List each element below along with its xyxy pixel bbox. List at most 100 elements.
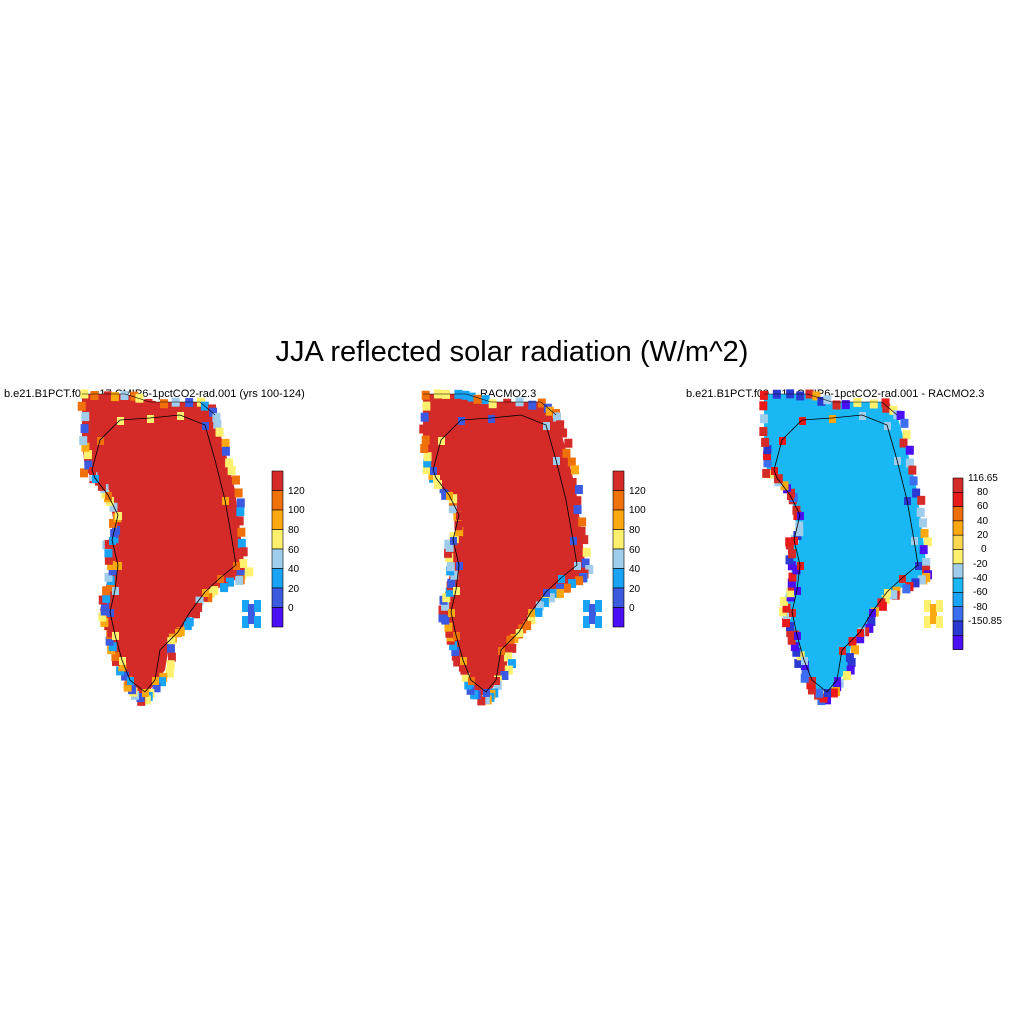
colorbar-swatch [952, 563, 964, 579]
grid-cell [908, 465, 917, 475]
grid-cell [440, 480, 449, 490]
grid-cell [456, 562, 463, 570]
grid-cell [518, 412, 525, 420]
grid-cell [792, 505, 801, 515]
grid-cell [109, 518, 118, 528]
cb2-label: 100 [629, 505, 646, 516]
coastline [91, 414, 237, 693]
grid-cell [759, 401, 768, 411]
grid-cell [226, 577, 235, 587]
grid-cell [493, 680, 502, 690]
grid-cell [421, 390, 430, 400]
grid-cell [571, 465, 580, 475]
grid-cell [493, 677, 500, 685]
panel3-map [759, 389, 943, 706]
grid-cell [183, 621, 192, 631]
grid-cell [568, 579, 577, 589]
grid-cell [468, 677, 475, 685]
grid-cell [796, 391, 805, 401]
grid-cell [192, 609, 201, 619]
grid-cell [419, 424, 428, 434]
colorbar-swatch [271, 509, 284, 530]
colorbar-swatch [952, 491, 964, 507]
grid-cell [503, 652, 512, 662]
grid-cell [110, 392, 119, 402]
grid-cell [759, 427, 768, 437]
grid-cell [800, 660, 809, 670]
grid-cell [102, 593, 111, 603]
grid-cell [782, 618, 791, 628]
grid-cell [759, 414, 768, 424]
grid-cell [118, 662, 127, 672]
island-cell [589, 604, 596, 616]
grid-cell [834, 677, 841, 685]
grid-cell [209, 407, 218, 417]
grid-cell [202, 589, 209, 597]
grid-cell [121, 671, 130, 681]
grid-cell [142, 689, 149, 697]
island-cell [248, 612, 255, 624]
grid-cell [809, 677, 816, 685]
grid-cell [761, 437, 770, 447]
grid-cell [108, 642, 117, 652]
grid-cell [546, 593, 555, 603]
island-cell [583, 616, 590, 628]
grid-cell [556, 420, 565, 430]
grid-cell [147, 400, 156, 410]
grid-cell [212, 413, 221, 423]
grid-cell [573, 496, 582, 506]
grid-cell [780, 596, 789, 606]
grid-cell [127, 677, 134, 685]
grid-cell [919, 545, 928, 555]
grid-cell [912, 488, 921, 498]
grid-cell [790, 642, 799, 652]
grid-cell [859, 412, 866, 420]
grid-cell [575, 576, 584, 586]
grid-cell [779, 437, 786, 445]
grid-cell [553, 412, 562, 422]
grid-cell [528, 400, 537, 410]
grid-cell [235, 516, 244, 526]
grid-cell [115, 562, 122, 570]
grid-cell [167, 652, 176, 662]
grid-cell [812, 391, 821, 401]
grid-cell [905, 458, 914, 468]
grid-cell [869, 609, 876, 617]
grid-cell [83, 450, 92, 460]
grid-cell [902, 584, 911, 594]
cb1-label: 60 [288, 545, 300, 556]
grid-cell [558, 575, 565, 583]
grid-cell [556, 583, 565, 593]
colorbars [271, 470, 964, 650]
colorbar-swatch [612, 490, 625, 511]
grid-cell [843, 671, 852, 681]
grid-cell [130, 391, 139, 401]
cb2-label: 120 [629, 486, 646, 497]
grid-cell [167, 637, 176, 647]
grid-cell [543, 589, 550, 597]
colorbar-swatch [271, 607, 284, 628]
grid-cell [157, 677, 166, 687]
island-cell [248, 604, 255, 616]
grid-cell [451, 651, 460, 661]
grid-cell [805, 389, 814, 399]
grid-cell [177, 412, 184, 420]
grid-cell [819, 693, 828, 703]
grid-cell [152, 683, 161, 693]
grid-cell [473, 394, 482, 404]
grid-cell [100, 617, 109, 627]
grid-cell [422, 465, 431, 475]
grid-cell [759, 390, 768, 400]
grid-cell [438, 613, 447, 623]
coastline [432, 414, 578, 693]
grid-cell [867, 616, 876, 626]
grid-cell [458, 662, 467, 672]
grid-cell [453, 587, 460, 595]
cb2-label: 60 [629, 545, 641, 556]
grid-cell [453, 657, 462, 667]
grid-cell [455, 527, 464, 537]
colorbar-swatch [271, 548, 284, 569]
cb2-label: 0 [629, 603, 635, 614]
island-cell [242, 600, 249, 612]
grid-cell [446, 562, 455, 572]
